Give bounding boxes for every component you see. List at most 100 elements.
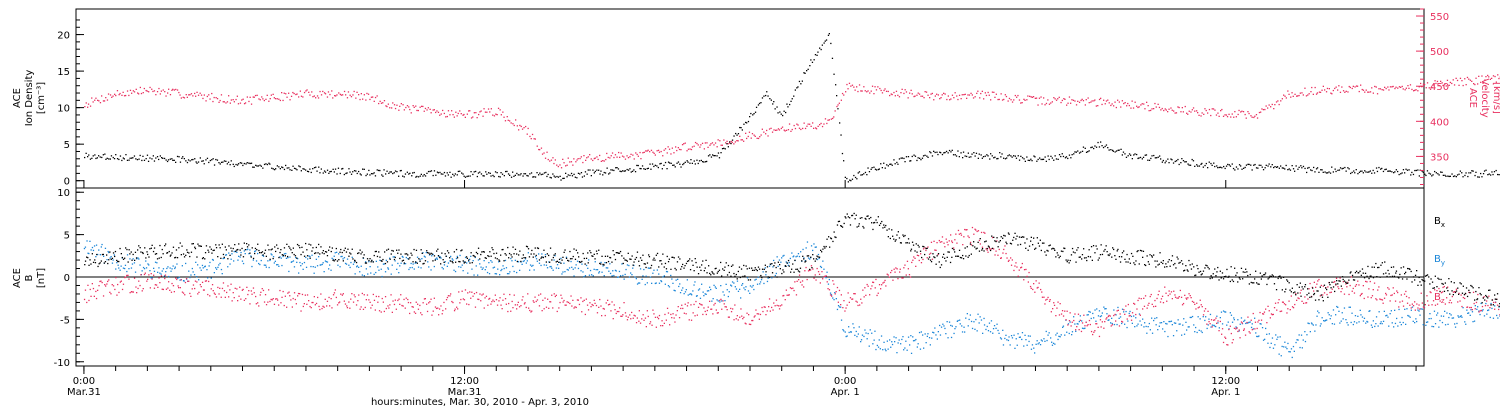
density-point [1225, 168, 1226, 169]
density-point [1001, 153, 1002, 154]
by-point [851, 331, 852, 332]
velocity-point [732, 142, 733, 143]
density-point [1165, 162, 1166, 163]
density-point [1020, 156, 1021, 157]
by-point [858, 333, 859, 334]
density-point [739, 127, 740, 128]
by-point [1077, 323, 1078, 324]
velocity-point [519, 125, 520, 126]
density-point [1043, 159, 1044, 160]
by-point [1383, 321, 1384, 322]
velocity-point [257, 95, 258, 96]
density-point [138, 159, 139, 160]
by-point [977, 314, 978, 315]
density-point [560, 176, 561, 177]
velocity-point [979, 97, 980, 98]
by-point [664, 275, 665, 276]
by-point [974, 329, 975, 330]
velocity-point [1236, 116, 1237, 117]
velocity-point [1344, 92, 1345, 93]
by-point [701, 284, 702, 285]
velocity-point [642, 152, 643, 153]
velocity-point [270, 98, 271, 99]
velocity-point [1122, 100, 1123, 101]
by-point [1315, 324, 1316, 325]
velocity-point [755, 136, 756, 137]
by-point [1360, 310, 1361, 311]
density-point [474, 171, 475, 172]
velocity-point [573, 158, 574, 159]
by-point [885, 349, 886, 350]
density-point [97, 157, 98, 158]
by-point [1419, 315, 1420, 316]
density-point [518, 174, 519, 175]
density-point [1116, 150, 1117, 151]
velocity-point [1329, 88, 1330, 89]
density-point [144, 160, 145, 161]
by-point [1348, 324, 1349, 325]
density-point [633, 169, 634, 170]
velocity-point [1470, 80, 1471, 81]
velocity-point [1353, 86, 1354, 87]
by-point [1176, 330, 1177, 331]
velocity-point [929, 97, 930, 98]
by-point [1282, 346, 1283, 347]
density-point [278, 166, 279, 167]
by-point [1050, 337, 1051, 338]
velocity-point [208, 94, 209, 95]
by-point [1453, 317, 1454, 318]
by-point [1232, 322, 1233, 323]
density-point [655, 165, 656, 166]
velocity-point [130, 90, 131, 91]
velocity-point [1160, 109, 1161, 110]
by-point [447, 266, 448, 267]
density-point [575, 177, 576, 178]
density-point [1441, 172, 1442, 173]
density-point [1007, 155, 1008, 156]
density-point [492, 175, 493, 176]
by-point [177, 278, 178, 279]
density-point [1265, 167, 1266, 168]
density-point [294, 168, 295, 169]
by-point [1148, 326, 1149, 327]
by-point [201, 270, 202, 271]
velocity-point [664, 150, 665, 151]
by-point [560, 258, 561, 259]
velocity-point [831, 119, 832, 120]
by-point [359, 271, 360, 272]
velocity-point [133, 90, 134, 91]
velocity-point [1127, 103, 1128, 104]
density-point [256, 165, 257, 166]
velocity-point [1276, 101, 1277, 102]
density-point [1096, 147, 1097, 148]
by-point [1256, 336, 1257, 337]
by-point [1173, 335, 1174, 336]
velocity-point [1047, 99, 1048, 100]
density-point [1318, 172, 1319, 173]
by-point [708, 290, 709, 291]
by-point [968, 325, 969, 326]
by-point [591, 274, 592, 275]
density-point [509, 175, 510, 176]
velocity-point [231, 99, 232, 100]
velocity-point [371, 97, 372, 98]
by-point [288, 271, 289, 272]
density-point [1031, 160, 1032, 161]
by-point [483, 267, 484, 268]
by-point [1210, 326, 1211, 327]
by-point [202, 265, 203, 266]
density-point [485, 171, 486, 172]
density-point [1308, 167, 1309, 168]
density-point [1353, 170, 1354, 171]
by-point [1197, 332, 1198, 333]
density-point [405, 173, 406, 174]
by-point [1443, 316, 1444, 317]
density-point [137, 159, 138, 160]
velocity-point [1024, 100, 1025, 101]
density-point [381, 174, 382, 175]
by-point [1472, 321, 1473, 322]
density-point [213, 158, 214, 159]
velocity-point [532, 134, 533, 135]
density-point [1467, 176, 1468, 177]
